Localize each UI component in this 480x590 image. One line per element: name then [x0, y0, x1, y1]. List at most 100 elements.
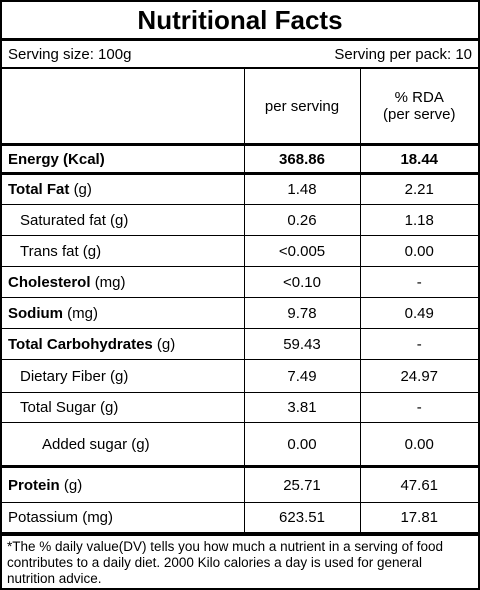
value-cell: 368.86 — [243, 143, 361, 174]
nutrient-unit: (g) — [156, 335, 176, 353]
per-serving-value: 1.48 — [287, 181, 317, 198]
nutrient-row: Dietary Fiber (g) 7.49 24.97 — [2, 359, 478, 393]
footnote: *The % daily value(DV) tells you how muc… — [2, 533, 478, 590]
nutrient-row: Total Sugar (g) 3.81 - — [2, 392, 478, 423]
per-serving-value: 3.81 — [287, 399, 317, 416]
nutrient-row: Trans fat (g) <0.005 0.00 — [2, 235, 478, 267]
per-serving-value: 0.00 — [287, 435, 317, 453]
rda-value: 47.61 — [400, 476, 439, 494]
value-cell: 47.61 — [359, 465, 478, 503]
header-cell: % RDA (per serve) — [359, 69, 478, 145]
nutrient-name: Protein — [8, 476, 60, 494]
per-serving-value: 9.78 — [287, 304, 317, 322]
header-cell: per serving — [243, 69, 361, 145]
value-cell: - — [359, 266, 478, 298]
rda-value: - — [416, 335, 422, 353]
nutrient-name-cell: Cholesterol (mg) — [2, 266, 245, 298]
header-cell — [2, 69, 245, 145]
nutrient-name: Total Fat — [8, 181, 70, 198]
nutrient-name-cell: Total Fat (g) — [2, 172, 245, 205]
value-cell: 1.18 — [359, 204, 478, 236]
rda-value: 2.21 — [404, 181, 434, 198]
nutrient-name-cell: Energy (Kcal) — [2, 143, 245, 174]
nutrient-name: Added sugar (g) — [42, 435, 150, 453]
nutrient-name: Energy (Kcal) — [8, 150, 105, 168]
nutrient-row: Sodium (mg) 9.78 0.49 — [2, 297, 478, 329]
value-cell: - — [359, 328, 478, 360]
nutrient-unit: (g) — [63, 476, 83, 494]
rda-value: - — [416, 273, 422, 291]
nutrient-unit: (g) — [73, 181, 92, 198]
value-cell: 0.00 — [243, 422, 361, 467]
per-serving-value: 0.26 — [287, 211, 317, 229]
header-text: (per serve) — [382, 106, 456, 123]
value-cell: 24.97 — [359, 359, 478, 393]
header-row: per serving % RDA (per serve) — [2, 69, 478, 145]
nutrient-row: Total Carbohydrates (g) 59.43 - — [2, 328, 478, 360]
serving-size: Serving size: 100g — [8, 45, 132, 63]
nutrient-name: Cholesterol — [8, 273, 91, 291]
value-cell: <0.005 — [243, 235, 361, 267]
value-cell: - — [359, 392, 478, 423]
title: Nutritional Facts — [2, 2, 478, 41]
value-cell: 623.51 — [243, 502, 361, 533]
nutrient-name-cell: Trans fat (g) — [2, 235, 245, 267]
nutrient-row: Total Fat (g) 1.48 2.21 — [2, 172, 478, 205]
per-serving-value: 368.86 — [279, 150, 325, 168]
per-serving-value: 623.51 — [279, 509, 325, 526]
serving-row: Serving size: 100g Serving per pack: 10 — [2, 41, 478, 69]
rda-value: 0.49 — [404, 304, 434, 322]
rda-value: - — [416, 399, 422, 416]
header-text: % RDA — [394, 89, 444, 106]
rda-value: 0.00 — [404, 242, 434, 260]
value-cell: 18.44 — [359, 143, 478, 174]
nutrient-row: Protein (g) 25.71 47.61 — [2, 465, 478, 503]
value-cell: 17.81 — [359, 502, 478, 533]
nutrient-name-cell: Total Sugar (g) — [2, 392, 245, 423]
nutrient-name-cell: Protein (g) — [2, 465, 245, 503]
nutrient-name: Dietary Fiber (g) — [20, 367, 129, 385]
nutrient-name: Trans fat (g) — [20, 242, 102, 260]
rda-value: 18.44 — [400, 150, 439, 168]
value-cell: 2.21 — [359, 172, 478, 205]
nutrient-table: per serving % RDA (per serve) Energy (Kca… — [2, 69, 478, 533]
serving-per-pack: Serving per pack: 10 — [334, 45, 472, 63]
nutrient-name: Total Sugar (g) — [20, 399, 119, 416]
nutrient-name-cell: Potassium (mg) — [2, 502, 245, 533]
value-cell: 0.00 — [359, 235, 478, 267]
value-cell: 0.00 — [359, 422, 478, 467]
value-cell: 7.49 — [243, 359, 361, 393]
per-serving-value: 25.71 — [283, 476, 321, 494]
nutrient-name-cell: Dietary Fiber (g) — [2, 359, 245, 393]
rda-value: 1.18 — [404, 211, 434, 229]
value-cell: 1.48 — [243, 172, 361, 205]
nutrient-name-cell: Sodium (mg) — [2, 297, 245, 329]
per-serving-value: 7.49 — [287, 367, 317, 385]
per-serving-value: <0.005 — [278, 242, 326, 260]
nutrient-name: Saturated fat (g) — [20, 211, 129, 229]
nutrient-name-cell: Added sugar (g) — [2, 422, 245, 467]
per-serving-value: 59.43 — [283, 335, 321, 353]
rda-value: 0.00 — [404, 435, 434, 453]
nutrient-row: Saturated fat (g) 0.26 1.18 — [2, 204, 478, 236]
nutrient-row: Cholesterol (mg) <0.10 - — [2, 266, 478, 298]
value-cell: 0.49 — [359, 297, 478, 329]
rda-value: 24.97 — [400, 367, 439, 385]
value-cell: 0.26 — [243, 204, 361, 236]
nutrient-row: Energy (Kcal) 368.86 18.44 — [2, 143, 478, 174]
nutrient-name-cell: Saturated fat (g) — [2, 204, 245, 236]
per-serving-value: <0.10 — [283, 273, 321, 291]
value-cell: 9.78 — [243, 297, 361, 329]
value-cell: <0.10 — [243, 266, 361, 298]
nutrient-name: Sodium — [8, 304, 63, 322]
rda-value: 17.81 — [400, 509, 439, 526]
value-cell: 25.71 — [243, 465, 361, 503]
nutrient-unit: (mg) — [67, 304, 98, 322]
nutrient-name-cell: Total Carbohydrates (g) — [2, 328, 245, 360]
nutrient-name: Potassium (mg) — [8, 509, 114, 526]
nutrient-unit: (mg) — [94, 273, 126, 291]
nutrient-name: Total Carbohydrates — [8, 335, 153, 353]
nutrient-row: Potassium (mg) 623.51 17.81 — [2, 502, 478, 533]
header-text: per serving — [264, 97, 340, 115]
